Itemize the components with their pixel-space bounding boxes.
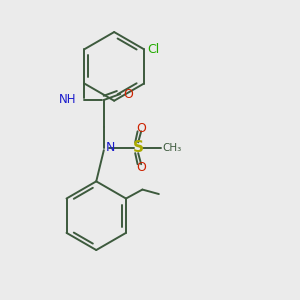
Text: NH: NH xyxy=(59,94,76,106)
Text: O: O xyxy=(136,122,146,135)
Text: Cl: Cl xyxy=(147,43,159,56)
Text: S: S xyxy=(133,140,144,155)
Text: N: N xyxy=(105,141,115,154)
Text: O: O xyxy=(136,161,146,174)
Text: O: O xyxy=(123,88,133,100)
Text: CH₃: CH₃ xyxy=(162,143,181,153)
